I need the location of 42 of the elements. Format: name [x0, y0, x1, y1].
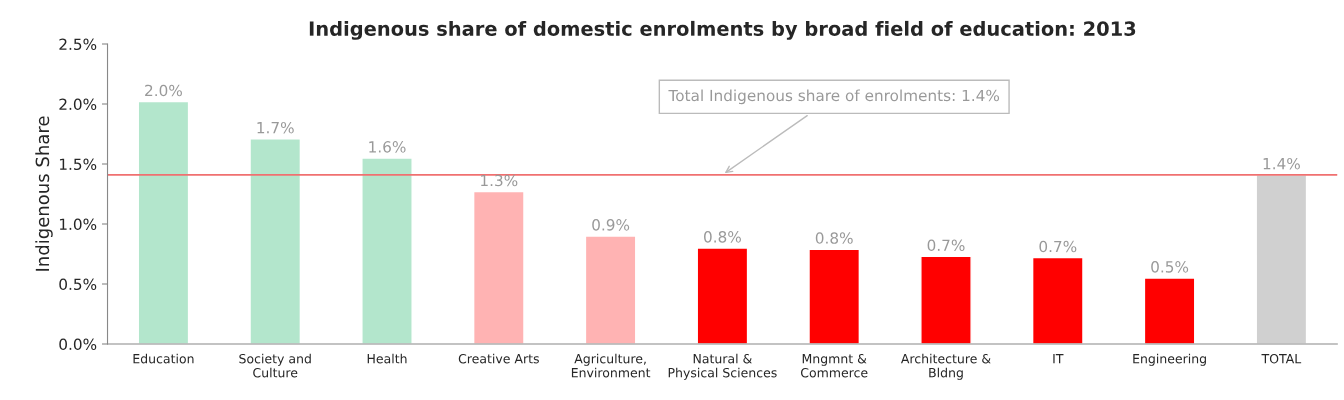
x-tick-label: Health: [367, 353, 407, 364]
x-tick-label: Creative Arts: [458, 353, 539, 364]
y-tick-label: 2.5%: [59, 38, 97, 51]
bar: [361, 157, 413, 344]
data-label: 0.5%: [1151, 261, 1189, 273]
x-tick-label: Society and Culture: [239, 353, 311, 378]
y-tick-label: 0.5%: [59, 278, 97, 291]
bar: [920, 255, 972, 344]
x-tick-label: Natural & Physical Sciences: [668, 353, 777, 380]
bar: [249, 138, 302, 344]
x-tick-label: Engineering: [1133, 353, 1206, 366]
bar: [808, 248, 861, 344]
y-tick-label: 2.0%: [59, 98, 97, 111]
data-label: 1.7%: [257, 121, 294, 134]
bar: [1143, 277, 1196, 344]
bar: [472, 190, 525, 344]
x-tick-label: TOTAL: [1261, 353, 1302, 364]
bar: [1031, 256, 1084, 344]
data-label: 0.7%: [927, 239, 965, 252]
y-axis-title: Indigenous Share: [35, 116, 53, 271]
data-label: 0.8%: [704, 231, 741, 243]
data-label: 1.6%: [369, 141, 406, 153]
data-label: 0.8%: [815, 232, 853, 244]
bar: [137, 100, 190, 344]
data-label: 0.7%: [1039, 240, 1077, 253]
y-tick-label: 1.0%: [59, 218, 97, 231]
data-label: 2.0%: [145, 84, 182, 97]
y-tick-label: 1.5%: [59, 158, 97, 171]
x-tick-label: Education: [133, 353, 194, 364]
x-tick-label: IT: [1053, 354, 1064, 364]
x-tick-label: Mngmnt & Commerce: [800, 353, 868, 378]
ref-line-label: Total Indigenous share of enrolments: 1.4%: [668, 89, 1000, 105]
y-tick-label: 0.0%: [59, 338, 97, 351]
bar: [696, 247, 749, 344]
x-tick-label: Agriculture, Environment: [571, 353, 651, 378]
data-label: 1.3%: [481, 174, 518, 187]
data-label: 1.4%: [1263, 157, 1300, 170]
bar: [584, 235, 637, 344]
bar: [1255, 174, 1308, 344]
x-tick-label: Architecture & Bldng: [900, 353, 991, 380]
chart-title: Indigenous share of domestic enrolments by broad field of education: 2013: [309, 20, 1136, 40]
data-label: 0.9%: [592, 219, 630, 231]
